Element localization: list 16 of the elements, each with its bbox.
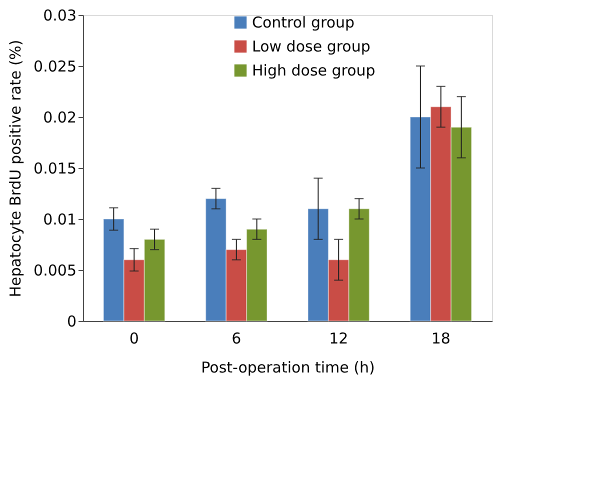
y-tick-label: 0.015 [34,160,76,178]
legend-label: High dose group [252,62,376,80]
x-tick-label: 12 [329,330,348,348]
x-axis-title: Post-operation time (h) [201,358,375,376]
y-tick-label: 0.005 [34,262,76,280]
y-tick-label: 0.02 [43,108,76,126]
y-tick-label: 0.03 [43,6,76,24]
legend-label: Low dose group [252,38,370,56]
x-tick-label: 6 [232,330,242,348]
x-tick-label: 0 [129,330,139,348]
y-tick-label: 0 [66,312,76,330]
legend-label: Control group [252,14,355,32]
y-axis-title: Hepatocyte BrdU positive rate (%) [6,40,25,298]
y-tick-label: 0.01 [43,210,76,228]
x-tick-label: 18 [431,330,450,348]
y-tick-label: 0.025 [34,58,76,76]
